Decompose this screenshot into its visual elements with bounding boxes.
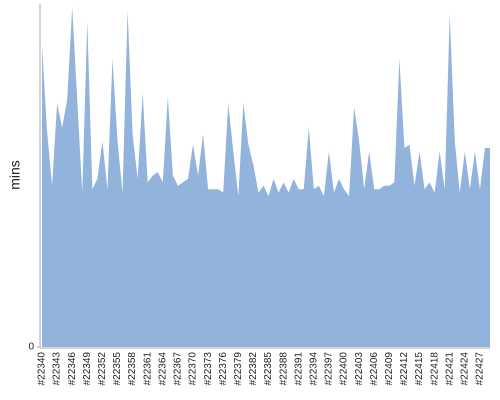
x-tick-label: #22427 [475,352,486,386]
x-tick-label: #22385 [263,352,274,386]
x-tick-label: #22376 [218,352,229,386]
x-tick-label: #22346 [67,352,78,386]
x-tick-label: #22373 [203,352,214,386]
x-tick-label: #22415 [414,352,425,386]
x-tick-label: #22364 [157,352,168,386]
x-tick-label: #22388 [278,352,289,386]
x-tick-label: #22418 [429,352,440,386]
x-tick-label: #22406 [369,352,380,386]
x-tick-label: #22343 [52,352,63,386]
x-tick-label: #22403 [354,352,365,386]
x-tick-label: #22379 [233,352,244,386]
x-tick-label: #22400 [339,352,350,386]
y-tick-label: 0 [28,342,34,353]
x-tick-label: #22352 [97,352,108,386]
x-tick-label: #22421 [444,352,455,386]
x-tick-label: #22370 [188,352,199,386]
x-tick-label: #22349 [82,352,93,386]
x-tick-label: #22424 [459,352,470,386]
x-tick-label: #22358 [127,352,138,386]
x-tick-label: #22382 [248,352,259,386]
x-tick-label: #22394 [308,352,319,386]
x-tick-label: #22355 [112,352,123,386]
y-axis-label: mins [7,160,23,190]
x-tick-label: #22361 [142,352,153,386]
area [42,7,490,348]
x-tick-label: #22397 [324,352,335,386]
x-tick-label: #22412 [399,352,410,386]
x-tick-label: #22391 [293,352,304,386]
x-tick-label: #22367 [173,352,184,386]
x-tick-label: #22409 [384,352,395,386]
x-tick-label: #22340 [37,352,48,386]
